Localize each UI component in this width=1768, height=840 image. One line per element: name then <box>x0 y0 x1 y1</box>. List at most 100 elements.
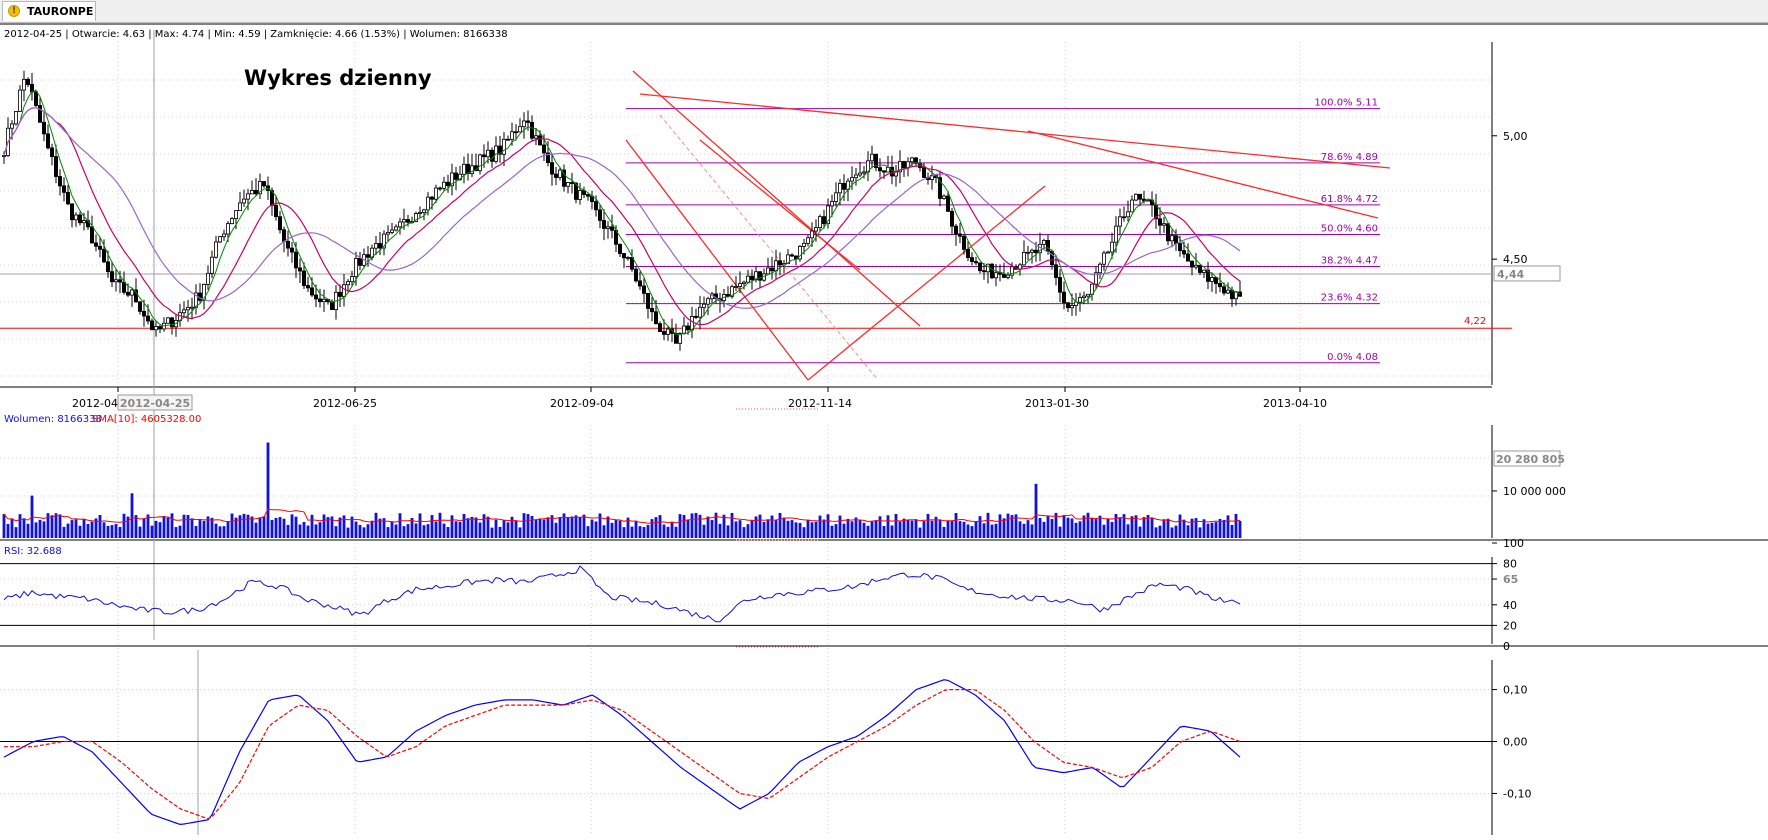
volume-bar <box>958 521 962 538</box>
volume-bar <box>1062 514 1066 538</box>
volume-bar <box>18 514 22 538</box>
candle-body <box>1030 249 1035 253</box>
candle-body <box>441 181 446 189</box>
volume-bar <box>518 527 522 538</box>
oscillator-signal-line <box>4 688 1241 820</box>
volume-bar <box>666 526 670 538</box>
volume-bar <box>578 517 582 538</box>
candle-body <box>481 154 486 158</box>
volume-bar <box>466 518 470 538</box>
volume-bar <box>1174 525 1178 538</box>
x-tick-label: 2013-04-10 <box>1263 397 1327 410</box>
volume-bar <box>1066 517 1070 538</box>
volume-bar <box>450 515 454 538</box>
volume-bar <box>846 518 850 538</box>
candle-body <box>281 229 286 242</box>
candle-body <box>898 161 903 173</box>
volume-sma-legend: SMA[10]: 4605328.00 <box>92 414 201 425</box>
volume-bar <box>754 516 758 538</box>
volume-bar <box>322 514 326 538</box>
candle-body <box>137 301 142 312</box>
candle-body <box>253 189 258 195</box>
volume-bar <box>882 525 886 538</box>
volume-bar <box>170 513 174 538</box>
candle-body <box>485 149 490 158</box>
volume-bar <box>866 525 870 538</box>
candle-body <box>814 227 819 232</box>
volume-bar <box>526 514 530 538</box>
tab-tauronpe[interactable]: ! TAURONPE <box>2 1 96 21</box>
price-cursor-box <box>1493 265 1561 282</box>
volume-bar <box>594 521 598 538</box>
ohlc-info-bar: 2012-04-25 | Otwarcie: 4.63 | Max: 4.74 … <box>4 29 508 40</box>
volume-bar <box>1014 514 1018 538</box>
candle-body <box>285 240 290 249</box>
volume-bar <box>1130 516 1134 538</box>
candle-body <box>610 226 615 231</box>
volume-bar <box>266 442 270 538</box>
volume-bar <box>94 518 98 538</box>
candle-body <box>1190 260 1195 268</box>
volume-bar <box>822 519 826 538</box>
volume-bar <box>98 514 102 538</box>
volume-bar <box>1082 515 1086 538</box>
candle-body <box>922 167 927 178</box>
volume-bar <box>586 526 590 538</box>
volume-bar <box>318 522 322 538</box>
candle-body <box>237 202 242 212</box>
candle-body <box>1010 266 1015 276</box>
volume-bar <box>1002 518 1006 538</box>
volume-bar <box>106 525 110 538</box>
volume-bar <box>842 523 846 538</box>
candle-body <box>501 138 506 155</box>
volume-bar <box>562 513 566 538</box>
rsi-line <box>3 565 1241 623</box>
candle-body <box>209 256 214 274</box>
candle-body <box>157 326 162 330</box>
volume-bar <box>854 517 858 538</box>
volume-bar <box>158 522 162 538</box>
volume-bar <box>1006 513 1010 538</box>
volume-bar <box>70 520 74 538</box>
volume-bar <box>150 525 154 538</box>
candle-body <box>1174 235 1179 244</box>
candle-body <box>858 172 863 176</box>
candle-body <box>397 221 402 228</box>
volume-bar <box>474 517 478 538</box>
volume-bar <box>402 526 406 538</box>
volume-bar <box>58 514 62 538</box>
candle-body <box>165 317 170 324</box>
candle-body <box>566 182 571 187</box>
candle-body <box>1170 235 1175 242</box>
volume-bar <box>298 524 302 538</box>
candle-body <box>1106 251 1111 254</box>
volume-bar <box>638 526 642 538</box>
candle-body <box>505 138 510 141</box>
volume-bar <box>930 520 934 538</box>
osc-y-tick-label: 0,10 <box>1503 684 1528 697</box>
volume-bar <box>646 524 650 538</box>
candle-body <box>381 233 386 249</box>
candle-body <box>34 91 39 106</box>
volume-bar <box>762 522 766 538</box>
volume-bar <box>386 527 390 538</box>
candle-body <box>58 176 63 187</box>
volume-bar <box>530 516 534 538</box>
candle-body <box>153 326 158 331</box>
volume-bar <box>750 520 754 538</box>
volume-bar <box>26 523 30 538</box>
volume-bar <box>302 522 306 538</box>
candle-body <box>1166 223 1171 242</box>
volume-bar <box>546 517 550 538</box>
volume-bar <box>1074 522 1078 538</box>
candle-body <box>106 261 111 273</box>
candle-body <box>1026 251 1031 254</box>
volume-bar <box>142 518 146 538</box>
candle-body <box>738 283 743 287</box>
candle-body <box>469 165 474 174</box>
volume-bar <box>630 526 634 538</box>
volume-bar <box>894 513 898 538</box>
volume-bar <box>202 520 206 538</box>
